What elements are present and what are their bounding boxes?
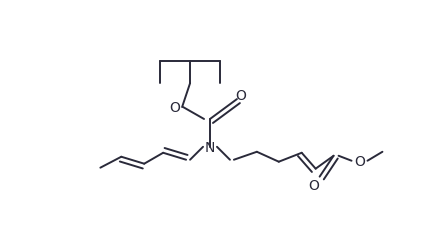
Text: N: N: [205, 140, 215, 154]
Text: O: O: [308, 178, 319, 192]
Text: O: O: [170, 101, 181, 114]
Text: O: O: [235, 89, 246, 103]
Text: O: O: [354, 154, 365, 168]
